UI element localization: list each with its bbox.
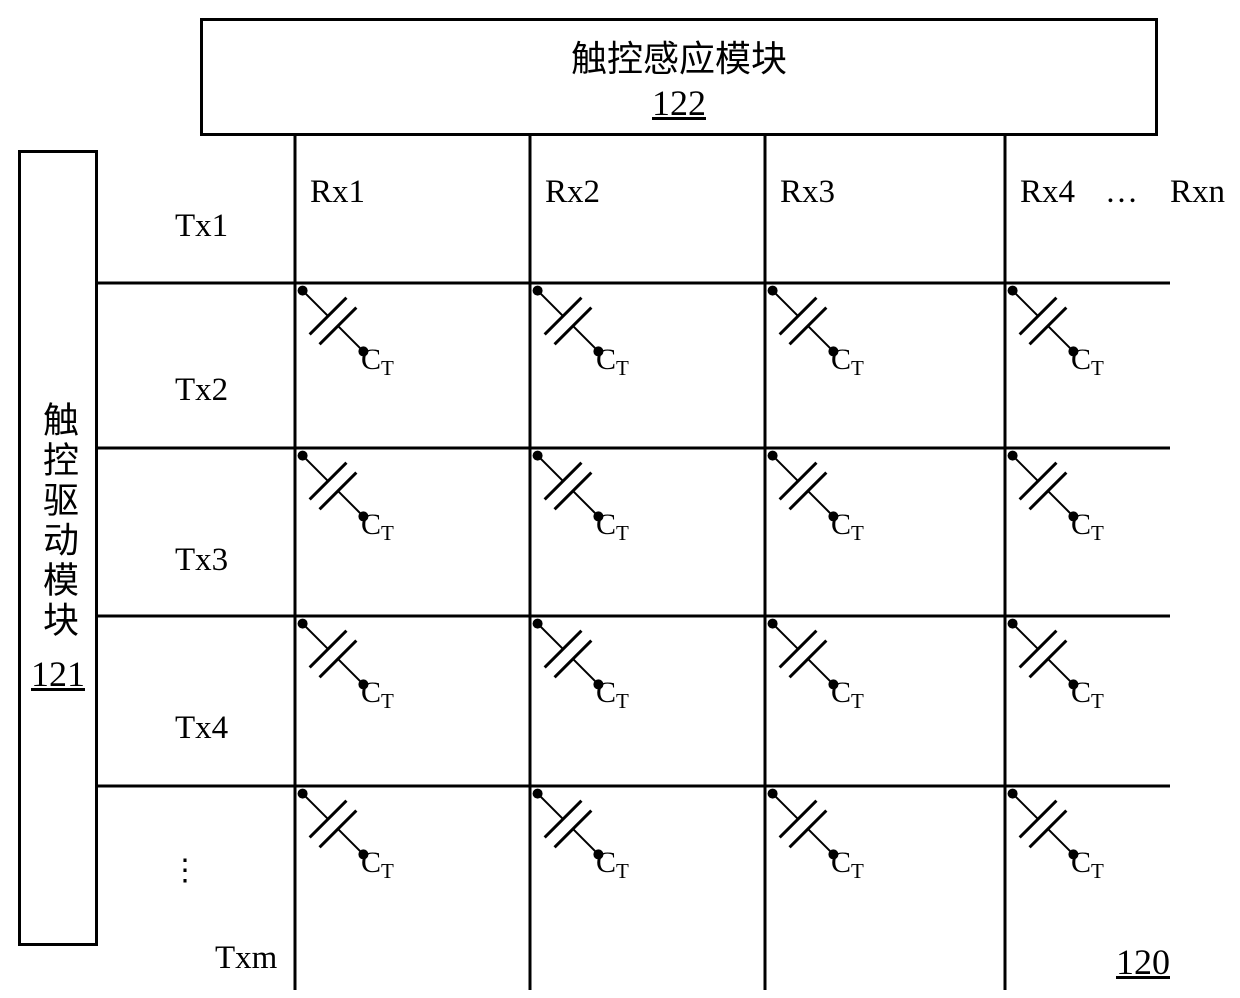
svg-text:CT: CT [1071,846,1104,883]
svg-text:CT: CT [831,676,864,713]
svg-text:CT: CT [831,846,864,883]
svg-text:⋮: ⋮ [170,854,200,887]
svg-text:Rx4: Rx4 [1020,174,1075,210]
svg-text:CT: CT [596,343,629,380]
svg-text:CT: CT [831,508,864,545]
svg-text:CT: CT [361,343,394,380]
svg-text:CT: CT [1071,343,1104,380]
svg-text:CT: CT [596,846,629,883]
svg-text:CT: CT [361,846,394,883]
svg-text:Tx2: Tx2 [175,372,228,408]
svg-text:CT: CT [1071,676,1104,713]
svg-text:…: … [1105,174,1138,210]
svg-text:Txm: Txm [215,940,278,976]
svg-text:Rxn: Rxn [1170,174,1225,210]
svg-text:CT: CT [1071,508,1104,545]
svg-text:CT: CT [361,676,394,713]
svg-text:CT: CT [831,343,864,380]
svg-text:Tx4: Tx4 [175,710,228,746]
svg-text:CT: CT [596,676,629,713]
svg-text:CT: CT [361,508,394,545]
svg-text:Rx2: Rx2 [545,174,600,210]
svg-text:Tx3: Tx3 [175,542,228,578]
svg-text:Rx1: Rx1 [310,174,365,210]
svg-text:CT: CT [596,508,629,545]
svg-text:Rx3: Rx3 [780,174,835,210]
schematic-grid: Rx1 Rx2 Rx3 Rx4 … Rxn Tx1 Tx2 Tx3 Tx4 ⋮ Txm CT CT CT CT… [0,0,1240,998]
figure-ref: 120 [1116,941,1170,983]
svg-text:Tx1: Tx1 [175,208,228,244]
